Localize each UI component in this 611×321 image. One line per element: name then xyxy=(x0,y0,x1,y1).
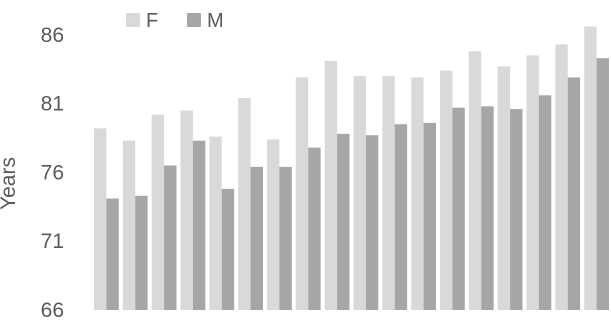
bar-f xyxy=(267,139,280,310)
legend-swatch-m xyxy=(187,13,201,27)
y-tick-label: 66 xyxy=(41,299,64,321)
bars xyxy=(94,26,609,311)
bar-f xyxy=(94,128,107,310)
bar-f xyxy=(238,98,251,310)
y-tick-label: 71 xyxy=(41,230,64,253)
bar-m xyxy=(192,140,206,310)
bar-f xyxy=(324,60,338,310)
y-tick-label: 86 xyxy=(41,24,64,47)
y-axis-label: Years xyxy=(0,157,20,210)
bar-f xyxy=(353,76,366,310)
bar-f xyxy=(497,66,511,310)
bar-f xyxy=(411,77,424,310)
bar-f xyxy=(180,110,193,310)
bar-f xyxy=(526,55,539,311)
bar-m xyxy=(510,109,523,310)
bar-f xyxy=(122,140,136,310)
legend-label-f: F xyxy=(146,10,158,32)
legend: F M xyxy=(126,10,224,32)
bar-m xyxy=(423,122,436,310)
bar-m xyxy=(279,166,292,310)
bar-m xyxy=(308,147,321,310)
bar-m xyxy=(365,135,379,310)
y-axis-ticks: 66 71 76 81 86 xyxy=(41,24,64,321)
bar-m xyxy=(250,166,263,310)
bar-m xyxy=(337,133,350,310)
bar-m xyxy=(135,195,148,310)
legend-label-m: M xyxy=(207,10,224,32)
bar-m xyxy=(221,188,235,310)
bar-m xyxy=(596,58,609,310)
y-tick-label: 81 xyxy=(41,93,64,116)
bar-f xyxy=(468,51,482,310)
bar-f xyxy=(151,114,165,310)
bar-m xyxy=(481,106,494,310)
bar-m xyxy=(394,124,408,311)
bar-m xyxy=(452,107,465,310)
bar-m xyxy=(538,95,552,310)
bar-f xyxy=(440,70,453,310)
bar-m xyxy=(164,165,177,310)
bar-f xyxy=(555,44,568,311)
y-tick-label: 76 xyxy=(41,161,64,184)
bar-f xyxy=(295,77,309,310)
bar-f xyxy=(209,136,222,310)
bar-m xyxy=(106,198,119,310)
bar-f xyxy=(382,76,395,310)
legend-swatch-f xyxy=(126,13,140,27)
bar-m xyxy=(567,77,581,310)
bar-f xyxy=(584,26,597,310)
